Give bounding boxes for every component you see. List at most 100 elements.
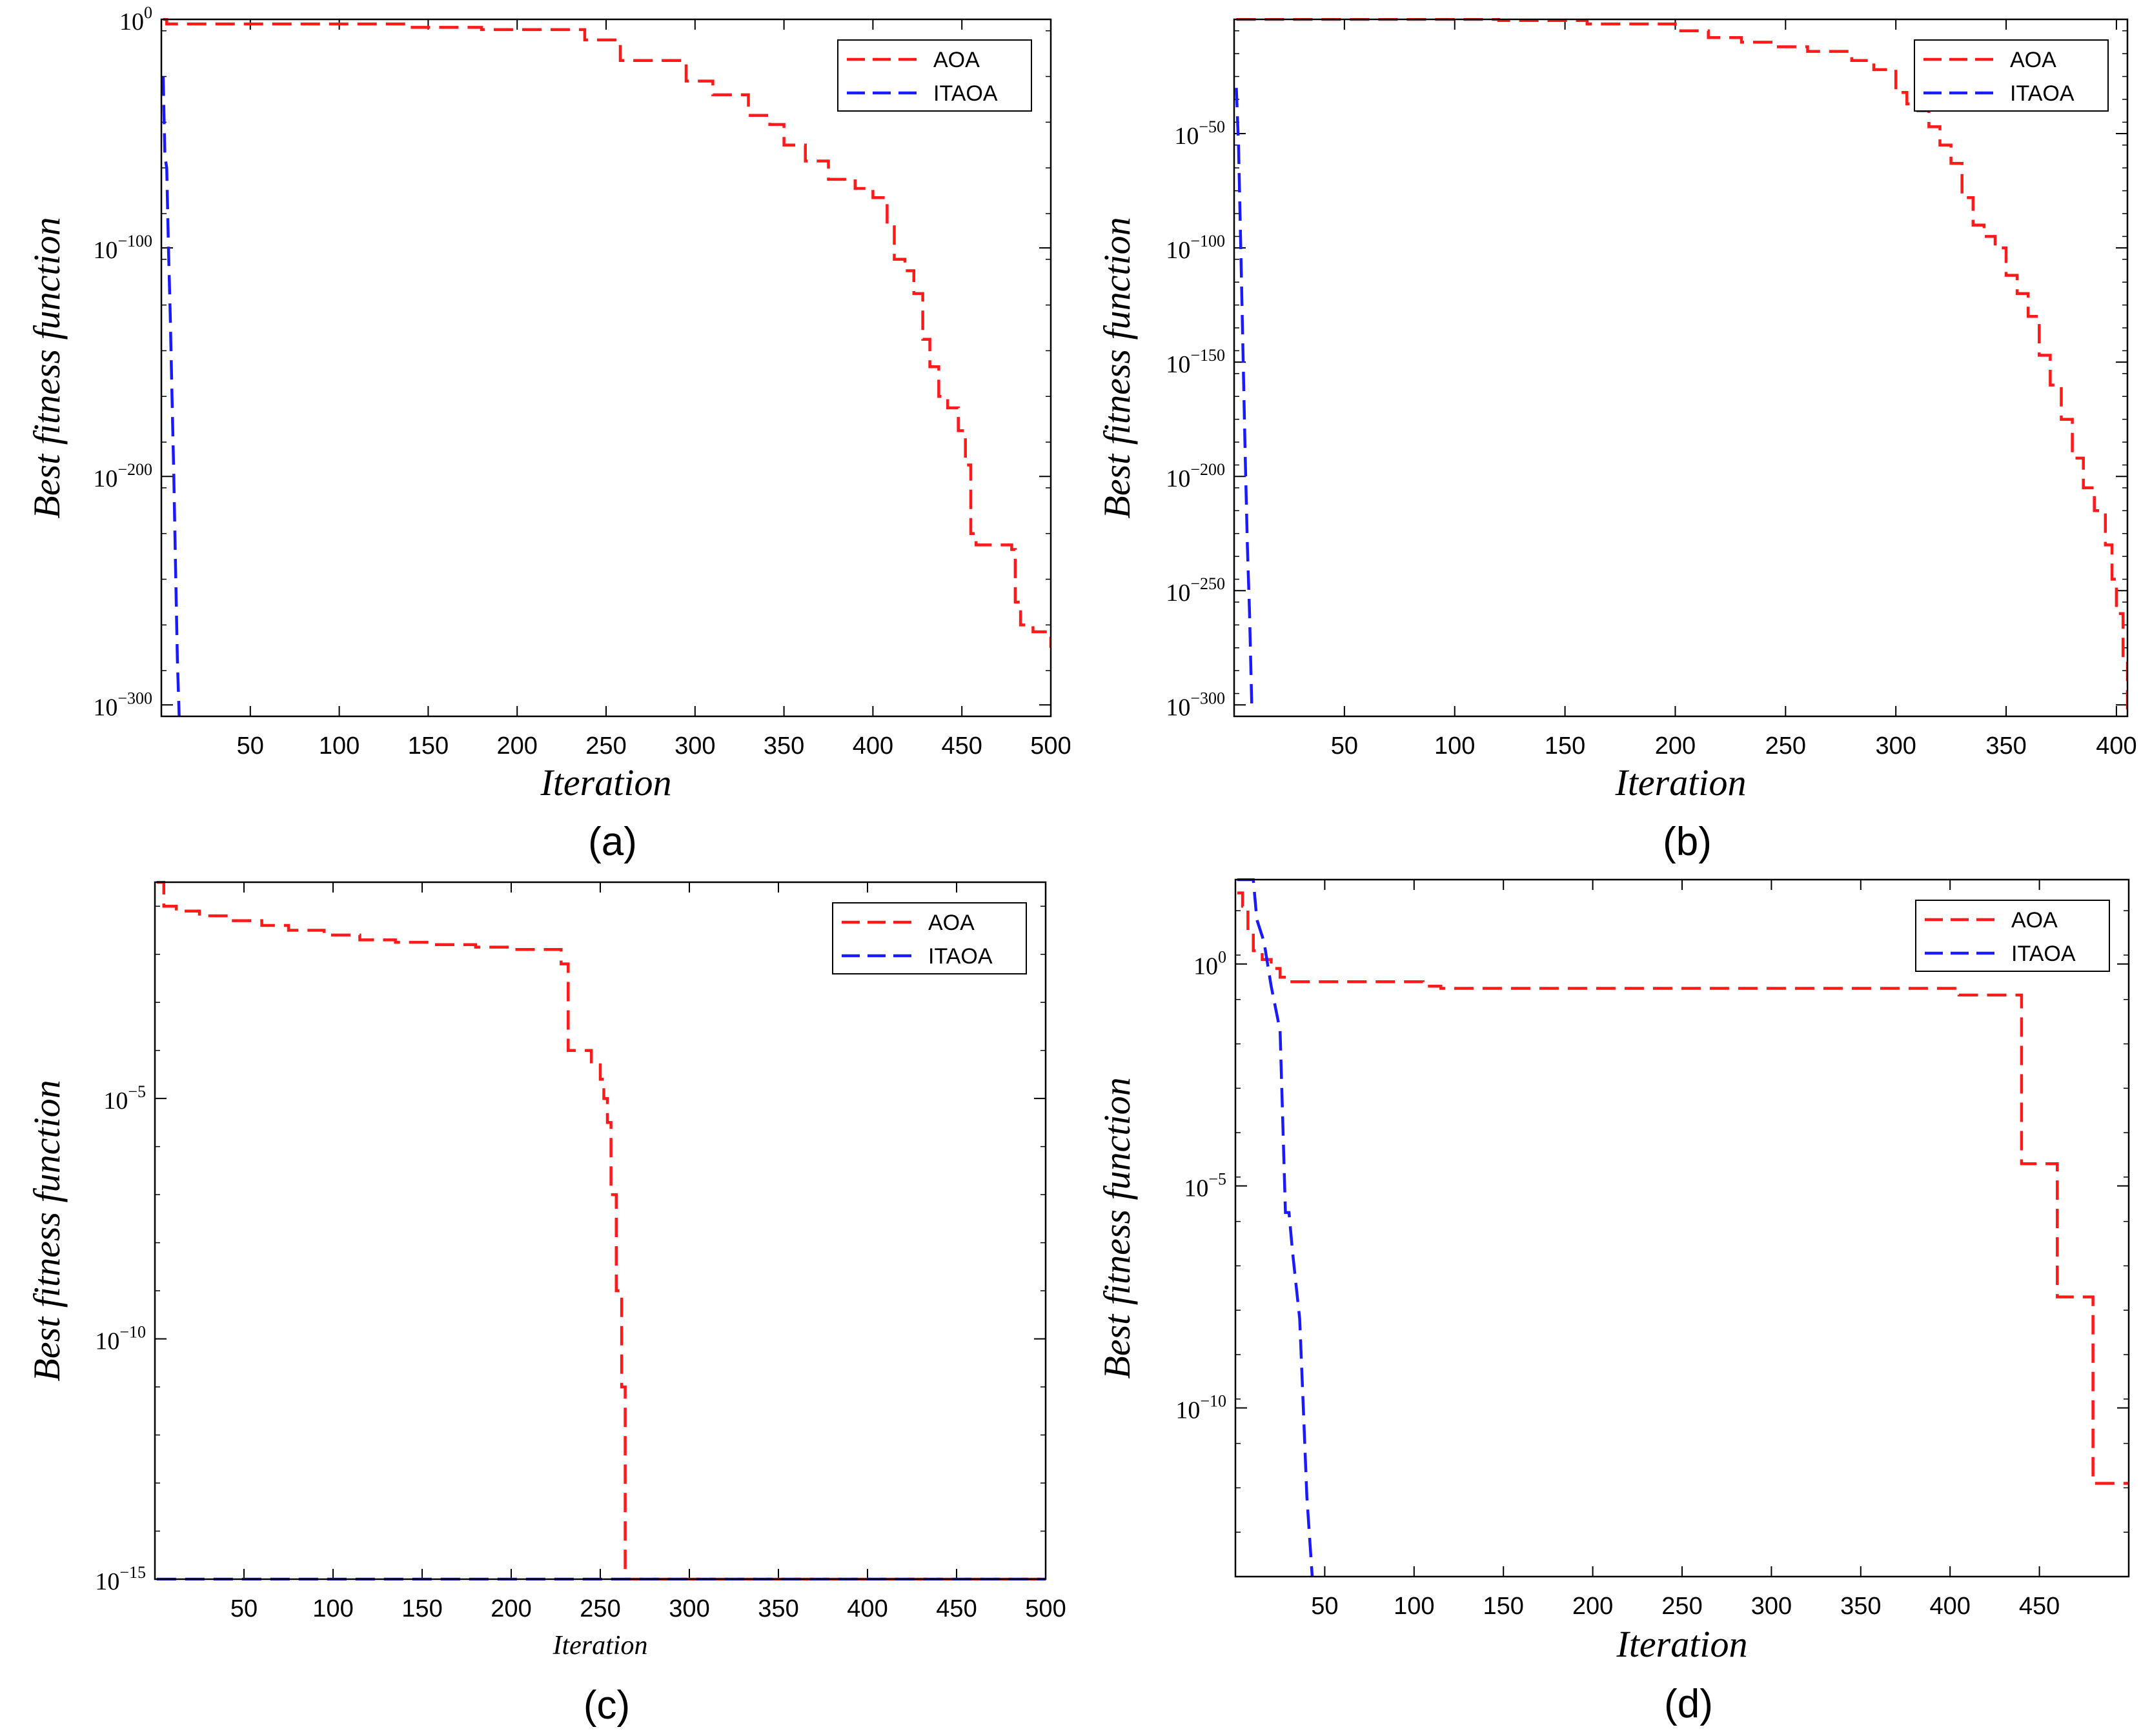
x-tick-label: 100 xyxy=(319,732,360,760)
chart-svg-a: 50 100 150 200 250 300 350 400 450 500 100 10−100 10… xyxy=(26,3,1070,864)
x-tick-label: 250 xyxy=(580,1595,620,1622)
plot-area xyxy=(155,882,1046,1579)
y-tick-label: 10−5 xyxy=(1184,1170,1226,1202)
x-tick-label: 50 xyxy=(237,732,264,760)
series-line-aoa xyxy=(1236,18,2127,716)
series-line-aoa xyxy=(163,18,1051,648)
x-tick-label: 150 xyxy=(1545,732,1585,760)
x-tick-label: 50 xyxy=(230,1595,258,1622)
y-tick-label: 10−5 xyxy=(103,1082,146,1115)
x-tick-label: 400 xyxy=(853,732,893,760)
x-tick-label: 50 xyxy=(1331,732,1358,760)
y-tick-label: 10−100 xyxy=(1166,232,1225,264)
y-tick-label: 10−100 xyxy=(93,232,152,264)
subplot-a: 50 100 150 200 250 300 350 400 450 500 100 10−100 10… xyxy=(0,0,1070,868)
x-tick-label: 300 xyxy=(1751,1593,1792,1620)
x-tick-label: 500 xyxy=(1025,1595,1066,1622)
x-tick-label: 200 xyxy=(491,1595,531,1622)
x-tick-label: 100 xyxy=(1394,1593,1434,1620)
subplot-caption: (b) xyxy=(1663,820,1712,864)
axes-frame xyxy=(160,18,1052,718)
legend: AOA ITAOA xyxy=(1914,39,2109,112)
legend-box xyxy=(837,39,1032,112)
x-tick-label: 400 xyxy=(847,1595,888,1622)
x-tick-label: 300 xyxy=(675,732,715,760)
x-tick-label: 350 xyxy=(1840,1593,1881,1620)
legend-label-itaoa: ITAOA xyxy=(933,81,998,106)
x-tick-label: 400 xyxy=(1929,1593,1970,1620)
x-tick-label: 450 xyxy=(936,1595,977,1622)
x-tick-label: 250 xyxy=(1661,1593,1702,1620)
x-tick-label: 150 xyxy=(1483,1593,1523,1620)
x-tick-label: 50 xyxy=(1311,1593,1338,1620)
y-tick-label: 100 xyxy=(1193,948,1226,980)
x-tick-label: 100 xyxy=(312,1595,353,1622)
x-axis-label: Iteration xyxy=(553,1631,648,1660)
subplot-caption: (c) xyxy=(583,1683,630,1728)
subplot-d: 50 100 150 200 250 300 350 400 450 100 10−5 10−10 AO… xyxy=(1070,868,2140,1736)
x-tick-label: 450 xyxy=(2019,1593,2060,1620)
series-line-itaoa xyxy=(161,76,181,717)
legend-label-itaoa: ITAOA xyxy=(2010,81,2075,106)
legend: AOA ITAOA xyxy=(1915,900,2110,972)
axes-frame xyxy=(1233,18,2129,718)
series-line-itaoa xyxy=(1235,88,1253,705)
legend-label-aoa: AOA xyxy=(928,911,975,935)
x-tick-label: 350 xyxy=(1985,732,2026,760)
legend-label-aoa: AOA xyxy=(2010,48,2056,72)
y-tick-label: 10−300 xyxy=(1166,689,1225,721)
x-tick-label: 250 xyxy=(1765,732,1806,760)
subplot-c: 50 100 150 200 250 300 350 400 450 500 10−5 10−10 10… xyxy=(0,868,1070,1736)
x-tick-label: 450 xyxy=(941,732,982,760)
legend-box xyxy=(1915,900,2110,972)
y-tick-label: 100 xyxy=(119,3,152,35)
x-tick-label: 200 xyxy=(1655,732,1696,760)
legend: AOA ITAOA xyxy=(837,39,1032,112)
legend: AOA ITAOA xyxy=(832,902,1027,974)
y-axis-label: Best fitness function xyxy=(26,217,68,518)
plot-area xyxy=(161,19,1051,716)
y-tick-label: 10−300 xyxy=(93,689,152,721)
x-axis-label: Iteration xyxy=(1616,1623,1748,1665)
plot-area xyxy=(1235,880,2129,1577)
axes-frame xyxy=(154,881,1047,1580)
y-tick-label: 10−10 xyxy=(1175,1392,1226,1424)
y-tick-label: 10−10 xyxy=(95,1323,146,1355)
subplot-b: 50 100 150 200 250 300 350 400 10−50 10−100 10−150… xyxy=(1070,0,2140,868)
y-tick-label: 10−250 xyxy=(1166,574,1225,607)
x-tick-label: 200 xyxy=(1572,1593,1613,1620)
x-tick-label: 300 xyxy=(669,1595,709,1622)
x-tick-label: 400 xyxy=(2096,732,2136,760)
y-axis-label: Best fitness function xyxy=(1096,217,1138,518)
y-tick-label: 10−150 xyxy=(1166,346,1225,378)
plot-area xyxy=(1234,19,2127,716)
legend-box xyxy=(832,902,1027,974)
legend-label-aoa: AOA xyxy=(2011,908,2058,933)
subplot-caption: (d) xyxy=(1664,1682,1713,1726)
x-axis-label: Iteration xyxy=(1615,762,1747,803)
x-tick-label: 350 xyxy=(758,1595,798,1622)
series-line-itaoa xyxy=(1237,878,1314,1577)
chart-svg-d: 50 100 150 200 250 300 350 400 450 100 10−5 10−10 AO… xyxy=(1096,878,2130,1726)
x-tick-label: 100 xyxy=(1434,732,1475,760)
x-tick-label: 150 xyxy=(408,732,449,760)
axes-frame xyxy=(1234,878,2130,1578)
legend-label-itaoa: ITAOA xyxy=(928,944,993,969)
y-tick-label: 10−200 xyxy=(93,460,152,492)
legend-box xyxy=(1914,39,2109,112)
x-tick-label: 300 xyxy=(1875,732,1916,760)
series-line-aoa xyxy=(156,881,1046,1580)
y-axis-label: Best fitness function xyxy=(1096,1077,1138,1378)
chart-svg-c: 50 100 150 200 250 300 350 400 450 500 10−5 10−10 10… xyxy=(26,881,1066,1728)
x-axis-label: Iteration xyxy=(540,762,672,803)
y-tick-label: 10−15 xyxy=(95,1563,146,1595)
chart-svg-b: 50 100 150 200 250 300 350 400 10−50 10−100 10−150… xyxy=(1096,18,2137,864)
x-tick-label: 150 xyxy=(401,1595,442,1622)
legend-label-itaoa: ITAOA xyxy=(2011,942,2076,966)
y-axis-label: Best fitness function xyxy=(26,1080,68,1381)
y-tick-label: 10−50 xyxy=(1174,117,1225,150)
series-line-aoa xyxy=(1237,891,2129,1485)
x-tick-label: 250 xyxy=(585,732,626,760)
x-tick-label: 200 xyxy=(496,732,537,760)
